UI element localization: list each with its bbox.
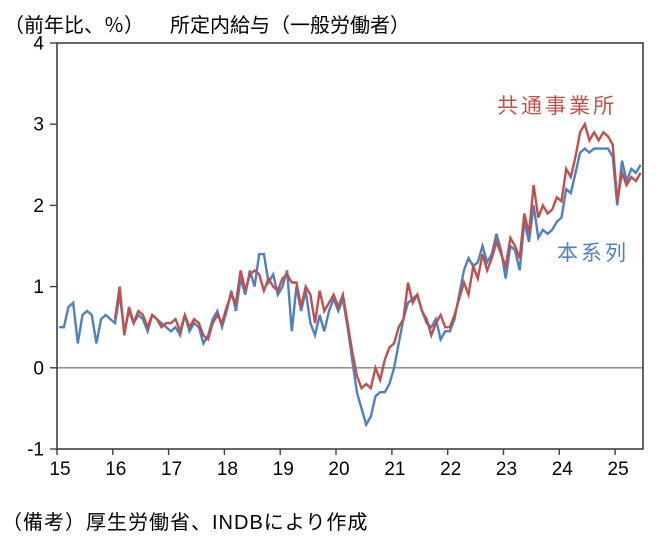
- x-tick-label: 17: [161, 459, 182, 480]
- legend-label-common-establishments: 共通事業所: [497, 95, 617, 118]
- x-tick-label: 24: [552, 459, 574, 480]
- legend-label-main-series: 本系列: [557, 242, 629, 265]
- series-line-main: [59, 147, 642, 428]
- y-axis-unit-label: （前年比、％）: [4, 15, 144, 37]
- x-tick-label: 19: [273, 459, 294, 480]
- x-tick-label: 25: [608, 459, 629, 480]
- source-note: （備考）厚生労働省、INDBにより作成: [2, 512, 369, 534]
- y-tick-label: 3: [33, 115, 44, 136]
- x-tick-label: 22: [440, 459, 461, 480]
- plot-frame: [56, 42, 644, 450]
- x-tick-label: 15: [49, 459, 70, 480]
- chart-title: 所定内給与（一般労働者）: [170, 15, 410, 37]
- x-tick-label: 18: [217, 459, 238, 480]
- y-tick-label: 1: [33, 277, 44, 298]
- series-line-common: [113, 121, 642, 391]
- y-tick-label: 4: [33, 34, 44, 55]
- x-tick-label: 23: [496, 459, 517, 480]
- y-tick-label: 0: [33, 358, 44, 379]
- y-tick-label: -1: [27, 440, 44, 461]
- x-tick-label: 16: [105, 459, 126, 480]
- y-tick-label: 2: [33, 196, 44, 217]
- x-tick-label: 20: [328, 459, 349, 480]
- x-tick-label: 21: [384, 459, 405, 480]
